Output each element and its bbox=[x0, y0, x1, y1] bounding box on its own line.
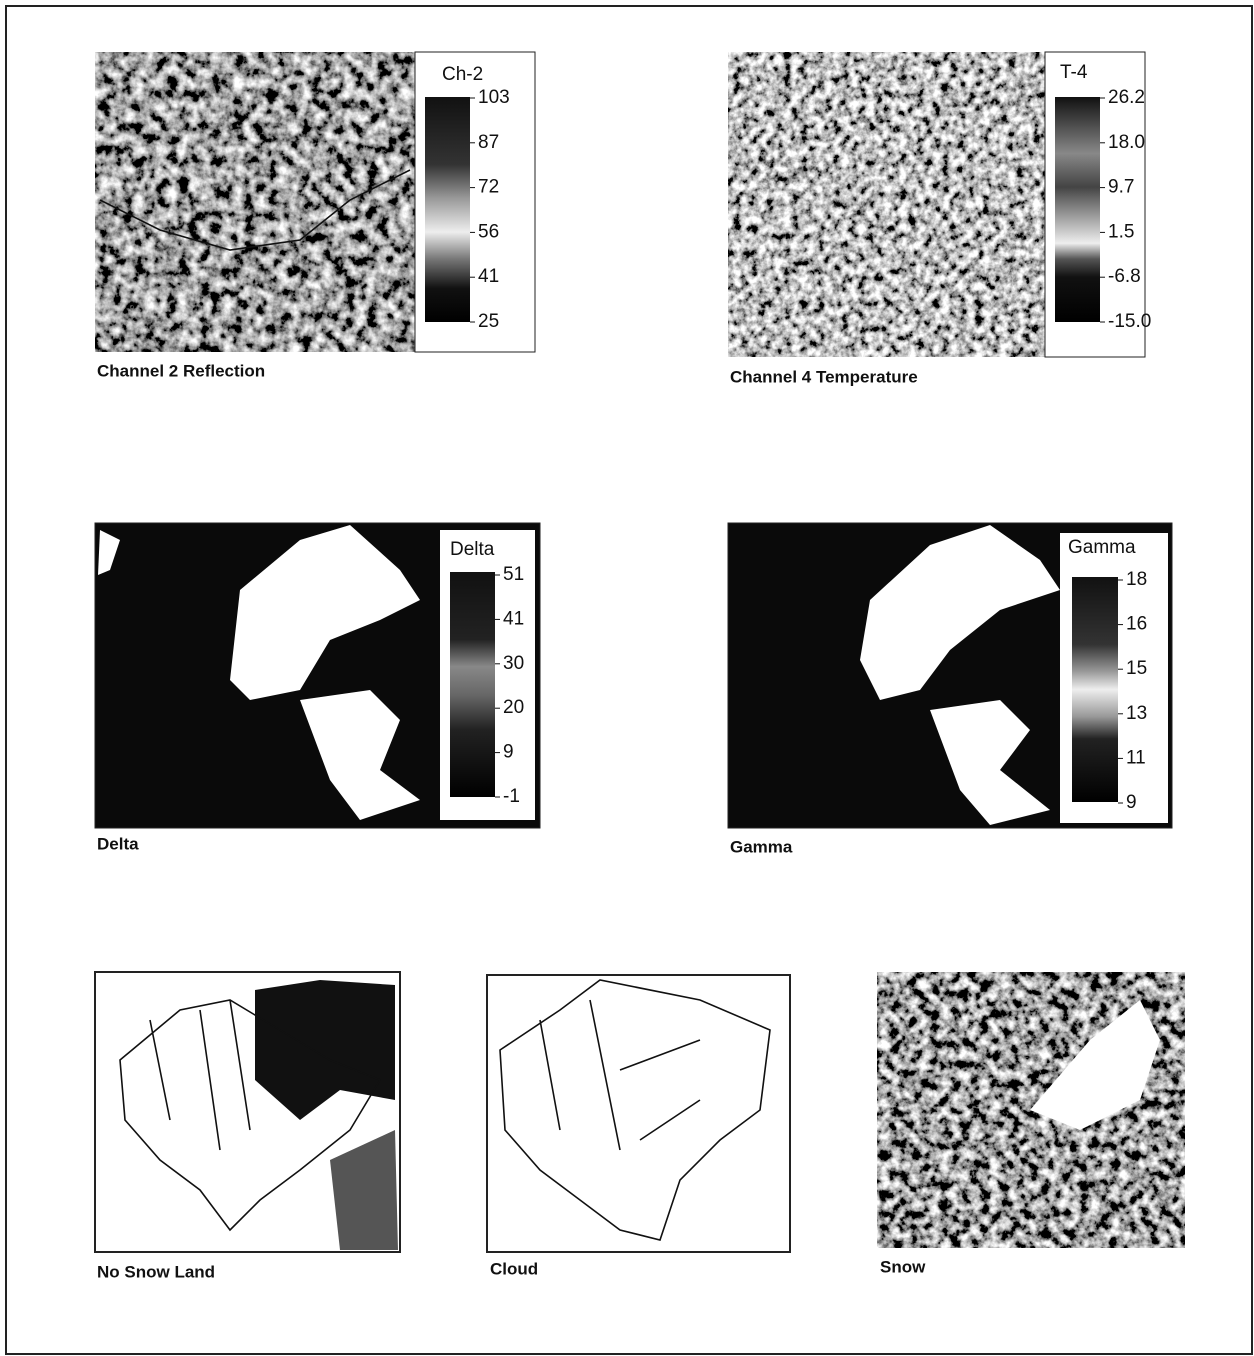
legend-title: T-4 bbox=[1060, 62, 1088, 83]
panel-image bbox=[95, 972, 400, 1252]
tick-label: 87 bbox=[478, 132, 499, 153]
panel-image bbox=[95, 52, 535, 352]
caption: Snow bbox=[880, 1257, 926, 1276]
tick-label: 20 bbox=[503, 697, 524, 718]
tick-label: 72 bbox=[478, 177, 499, 198]
tick-label: 13 bbox=[1126, 703, 1147, 724]
tick-label: -6.8 bbox=[1108, 266, 1141, 287]
tick-label: 16 bbox=[1126, 614, 1147, 635]
caption: Channel 4 Temperature bbox=[730, 367, 918, 386]
tick-label: 11 bbox=[1126, 747, 1146, 768]
tick-label: 9 bbox=[1126, 792, 1137, 813]
legend-title: Ch-2 bbox=[442, 64, 483, 85]
tick-label: 15 bbox=[1126, 658, 1147, 679]
tick-label: 30 bbox=[503, 653, 524, 674]
tick-label: -1 bbox=[503, 786, 520, 807]
panel-image bbox=[728, 52, 1145, 357]
caption: No Snow Land bbox=[97, 1262, 215, 1281]
tick-label: 25 bbox=[478, 311, 499, 332]
tick-label: 41 bbox=[478, 266, 499, 287]
tick-label: 56 bbox=[478, 221, 499, 242]
legend-title: Gamma bbox=[1068, 537, 1136, 558]
tick-label: 41 bbox=[503, 608, 524, 629]
page: Channel 2 Reflection Ch-2103 87 72 56 41 25 Cha… bbox=[0, 0, 1254, 1356]
tick-label: 9 bbox=[503, 742, 514, 763]
panel-image bbox=[95, 523, 540, 828]
tick-label: -15.0 bbox=[1108, 311, 1151, 332]
caption: Delta bbox=[97, 834, 139, 853]
tick-label: 1.5 bbox=[1108, 221, 1134, 242]
legend-title: Delta bbox=[450, 539, 495, 560]
caption: Cloud bbox=[490, 1259, 538, 1278]
caption: Gamma bbox=[730, 837, 793, 856]
panel-image bbox=[877, 972, 1185, 1248]
tick-label: 26.2 bbox=[1108, 87, 1145, 108]
figure: Channel 2 Reflection Ch-2103 87 72 56 41 25 Cha… bbox=[0, 0, 1254, 1356]
tick-label: 18 bbox=[1126, 569, 1147, 590]
tick-label: 103 bbox=[478, 87, 510, 108]
panel-image bbox=[728, 523, 1172, 828]
tick-label: 9.7 bbox=[1108, 177, 1134, 198]
panel-image bbox=[487, 975, 790, 1252]
caption: Channel 2 Reflection bbox=[97, 361, 265, 380]
tick-label: 51 bbox=[503, 564, 524, 585]
tick-label: 18.0 bbox=[1108, 132, 1145, 153]
